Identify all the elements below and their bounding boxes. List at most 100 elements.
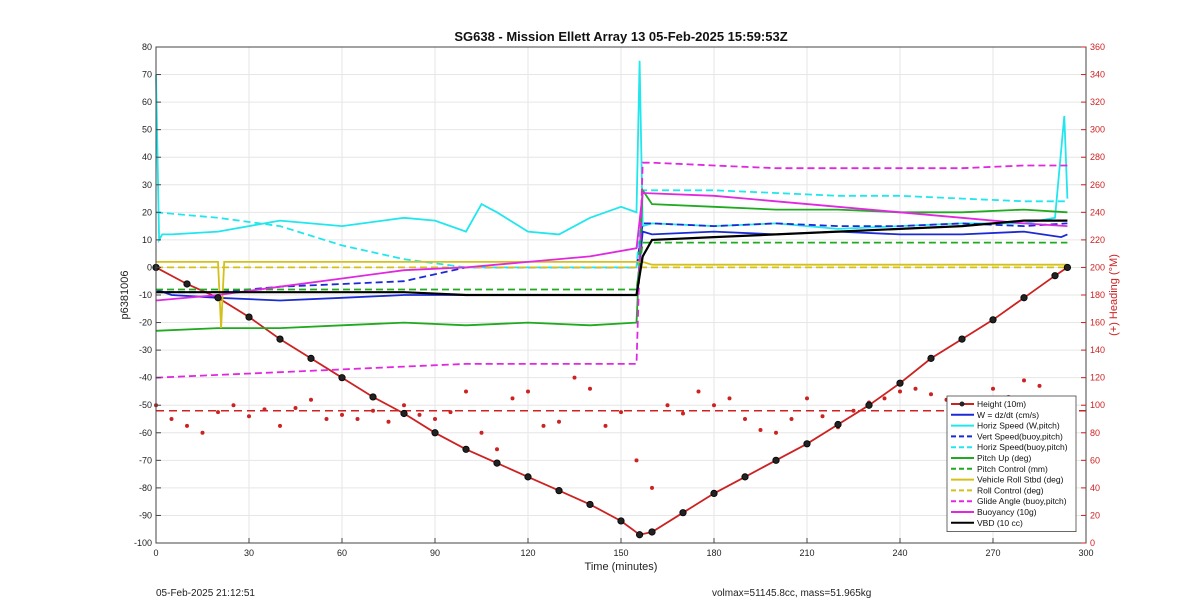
height-marker: [635, 531, 644, 539]
height-marker: [214, 294, 222, 302]
legend-label: Vehicle Roll Stbd (deg): [977, 475, 1064, 485]
x-tick-label: 300: [1078, 548, 1093, 558]
heading-point: [417, 412, 422, 417]
height-marker: [245, 313, 253, 321]
series-line: [155, 192, 1068, 302]
heading-point: [526, 389, 530, 394]
heading-point: [991, 386, 995, 391]
heading-point: [231, 403, 236, 408]
height-marker: [617, 517, 625, 525]
heading-point: [200, 430, 205, 435]
height-marker: [958, 335, 966, 343]
heading-point: [247, 414, 251, 419]
y-tick-label: 80: [142, 42, 152, 52]
heading-point: [479, 430, 484, 435]
heading-point: [355, 417, 360, 421]
chart-title: SG638 - Mission Ellett Array 13 05-Feb-2…: [454, 29, 787, 44]
heading-point: [324, 417, 329, 421]
heading-point: [913, 386, 918, 391]
height-marker: [555, 487, 563, 495]
y-axis-right-label: (+) Heading (°M): [1108, 254, 1120, 336]
heading-point: [929, 392, 933, 397]
height-marker: [679, 509, 687, 517]
y-tick-label: 20: [142, 207, 152, 217]
heading-point: [1022, 378, 1026, 383]
heading-point: [696, 389, 701, 394]
legend-label: Height (10m): [977, 399, 1026, 409]
x-tick-label: 30: [244, 548, 254, 558]
y-right-tick-label: 360: [1090, 42, 1105, 52]
heading-point: [743, 417, 747, 421]
y-tick-label: -30: [139, 345, 152, 355]
y-right-tick-label: 220: [1090, 235, 1105, 245]
heading-point: [572, 375, 577, 380]
legend-label: Horiz Speed (W,pitch): [977, 421, 1060, 431]
legend-marker: [959, 401, 965, 407]
heading-point: [169, 417, 174, 421]
heading-point: [650, 485, 654, 490]
legend-label: Buoyancy (10g): [977, 507, 1037, 517]
legend-box: [946, 395, 1077, 533]
y-axis-right-ticks: 3603403203002802602402202001801601401201…: [1081, 42, 1105, 548]
y-tick-label: -70: [139, 455, 152, 465]
height-marker: [927, 354, 935, 362]
footer-timestamp: 05-Feb-2025 21:12:51: [156, 588, 255, 599]
heading-point: [1037, 383, 1042, 388]
height-marker: [648, 528, 656, 536]
x-tick-label: 150: [613, 548, 628, 558]
series-line: [156, 219, 1068, 297]
y-right-tick-label: 340: [1090, 70, 1105, 80]
height-marker: [803, 440, 811, 448]
y-tick-label: 10: [142, 235, 152, 245]
y-right-tick-label: 140: [1090, 345, 1105, 355]
y-tick-label: 50: [142, 125, 152, 135]
heading-point: [758, 428, 763, 433]
y-tick-label: -20: [139, 318, 152, 328]
legend-label: Roll Control (deg): [977, 485, 1044, 495]
x-tick-label: 120: [520, 548, 535, 558]
series-line: [155, 266, 1068, 536]
series-line: [156, 241, 1068, 291]
y-tick-label: -60: [139, 428, 152, 438]
heading-point: [681, 411, 685, 416]
y-right-tick-label: 300: [1090, 125, 1105, 135]
height-marker: [400, 409, 408, 418]
y-tick-label: -90: [139, 510, 152, 520]
y-right-tick-label: 280: [1090, 152, 1105, 162]
y-tick-label: 0: [147, 262, 152, 272]
footer-mass-info: volmax=51145.8cc, mass=51.965kg: [712, 588, 872, 599]
legend-label: Pitch Control (mm): [977, 464, 1048, 474]
heading-point: [185, 423, 189, 428]
heading-point: [557, 419, 561, 424]
heading-point: [789, 417, 794, 421]
height-marker: [772, 456, 780, 464]
heading-point: [293, 405, 298, 410]
x-tick-label: 210: [799, 548, 814, 558]
y-right-tick-label: 200: [1090, 262, 1105, 272]
heading-point: [727, 396, 732, 401]
height-marker: [307, 354, 315, 362]
height-marker: [586, 500, 594, 509]
heading-point: [278, 423, 282, 428]
height-marker: [1051, 272, 1059, 280]
height-marker: [524, 473, 532, 481]
height-marker: [493, 459, 501, 467]
heading-point: [588, 386, 592, 391]
heading-point: [712, 403, 716, 408]
height-marker: [1020, 294, 1028, 302]
height-marker: [431, 429, 439, 437]
legend-label: Glide Angle (buoy,pitch): [977, 496, 1067, 506]
y-tick-label: 60: [142, 97, 152, 107]
x-tick-label: 0: [153, 548, 158, 558]
y-right-tick-label: 180: [1090, 290, 1105, 300]
height-marker: [276, 335, 284, 343]
y-right-tick-label: 0: [1090, 538, 1095, 548]
y-right-tick-label: 160: [1090, 318, 1105, 328]
legend-label: VBD (10 cc): [977, 518, 1023, 528]
y-axis-label: p6381006: [119, 271, 131, 320]
heading-point: [495, 447, 499, 452]
heading-point: [464, 389, 468, 394]
heading-point: [898, 389, 902, 394]
height-marker: [865, 401, 873, 409]
x-axis-label: Time (minutes): [585, 561, 658, 573]
